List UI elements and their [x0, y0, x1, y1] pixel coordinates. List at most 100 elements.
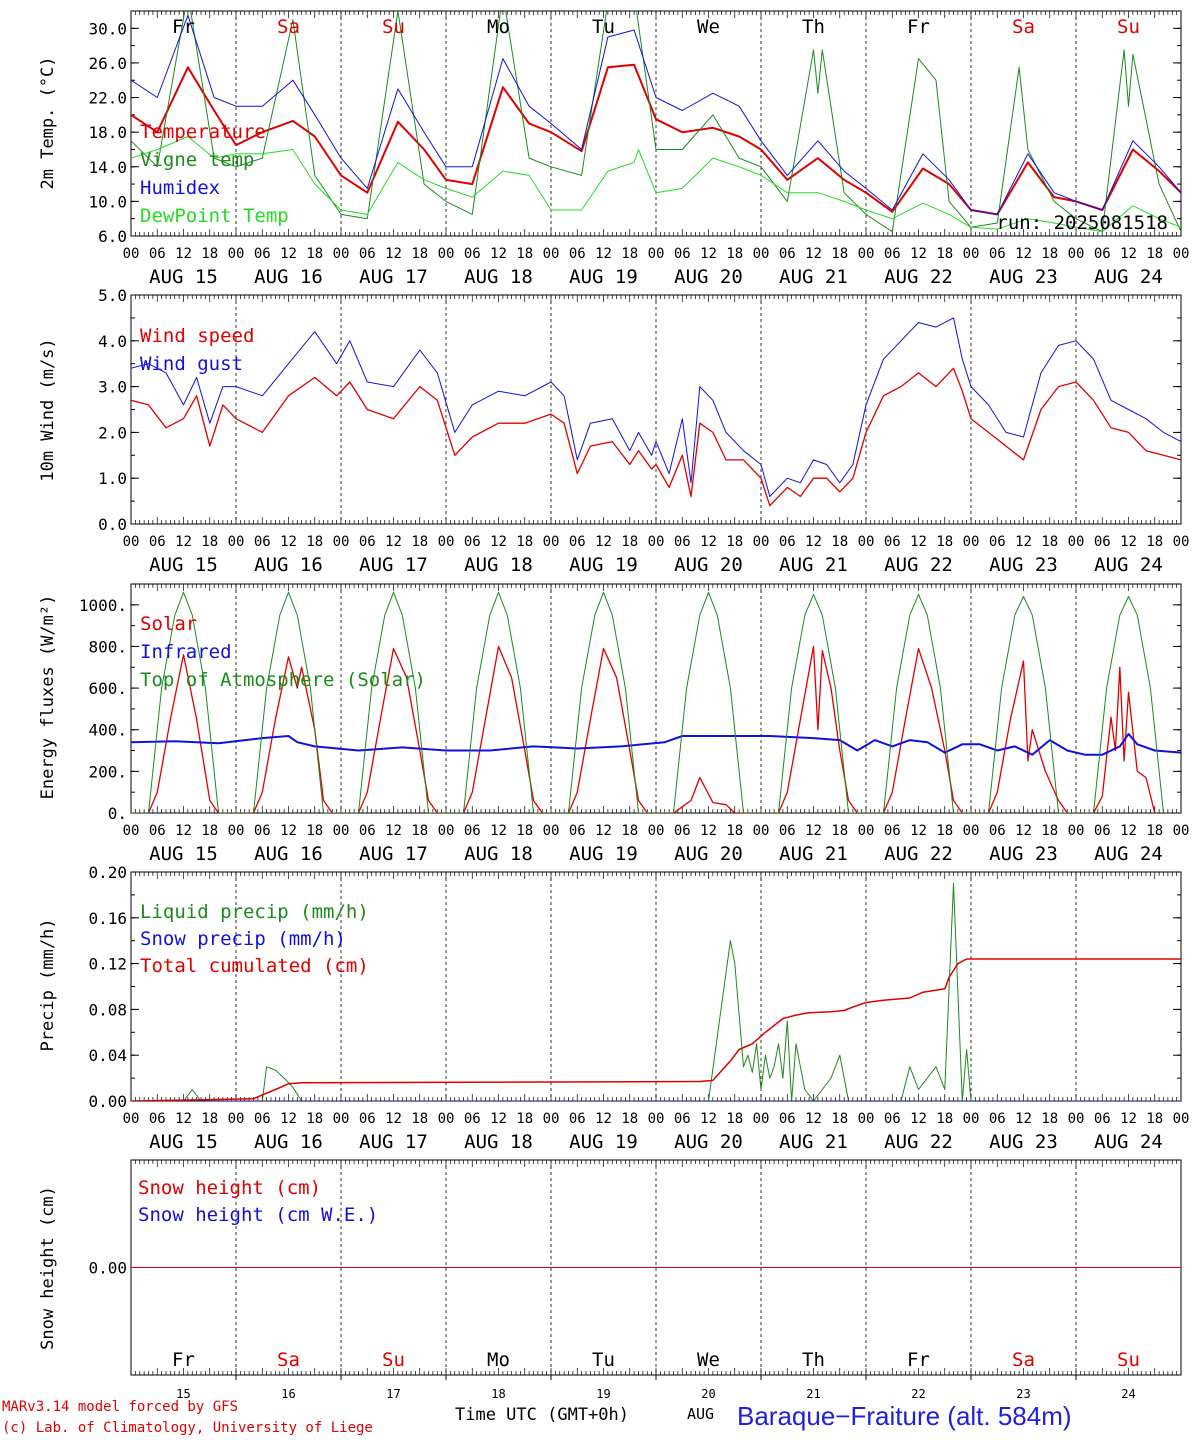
- y-tick-label: 0.0: [98, 515, 127, 534]
- hour-tick-label: 18: [306, 1111, 323, 1127]
- hour-tick-label: 00: [858, 1111, 875, 1127]
- date-label: AUG 22: [884, 266, 953, 288]
- hour-tick-label: 00: [753, 1111, 770, 1127]
- hour-tick-label: 18: [411, 534, 428, 550]
- hour-tick-label: 12: [700, 823, 717, 839]
- y-tick-label: 5.0: [98, 286, 127, 305]
- hour-tick-label: 18: [936, 823, 953, 839]
- credit-model: MARv3.14 model forced by GFS: [2, 1399, 239, 1415]
- weekday-label: Tu: [592, 16, 615, 38]
- series-line: [131, 367, 1181, 507]
- hour-tick-label: 06: [464, 1111, 481, 1127]
- y-tick-label: 1000.: [79, 596, 127, 615]
- date-label: AUG 22: [884, 1131, 953, 1153]
- hour-tick-label: 18: [1041, 1111, 1058, 1127]
- hour-tick-label: 18: [621, 823, 638, 839]
- month-label: AUG: [687, 1405, 715, 1423]
- hour-tick-label: 12: [595, 246, 612, 262]
- series-line: [131, 317, 1181, 497]
- date-label: AUG 24: [1094, 554, 1163, 576]
- y-tick-label: 0.16: [88, 909, 127, 928]
- hour-tick-label: 18: [516, 246, 533, 262]
- series-line: [131, 883, 1181, 1101]
- hour-tick-label: 06: [989, 534, 1006, 550]
- hour-tick-label: 00: [858, 823, 875, 839]
- hour-tick-label: 12: [805, 1111, 822, 1127]
- weekday-label: Mo: [487, 16, 510, 38]
- y-tick-label: 0.20: [88, 863, 127, 882]
- hour-tick-label: 18: [306, 823, 323, 839]
- date-label: AUG 22: [884, 554, 953, 576]
- hour-tick-label: 12: [805, 246, 822, 262]
- hour-tick-label: 00: [858, 534, 875, 550]
- hour-tick-label: 06: [149, 246, 166, 262]
- hour-tick-label: 00: [1173, 823, 1190, 839]
- weekday-label: Th: [802, 1349, 825, 1371]
- date-label: AUG 18: [464, 843, 533, 865]
- hour-tick-label: 00: [228, 823, 245, 839]
- legend-entry: Total cumulated (cm): [140, 955, 369, 977]
- day-number-label: 18: [491, 1387, 505, 1401]
- legend-entry: Wind speed: [140, 325, 254, 347]
- hour-tick-label: 00: [228, 534, 245, 550]
- day-number-label: 20: [701, 1387, 715, 1401]
- y-tick-label: 0.00: [88, 1092, 127, 1111]
- hour-tick-label: 12: [910, 534, 927, 550]
- hour-tick-label: 00: [858, 246, 875, 262]
- hour-tick-label: 00: [543, 246, 560, 262]
- hour-tick-label: 06: [989, 246, 1006, 262]
- weekday-label: We: [697, 1349, 720, 1371]
- day-number-label: 15: [176, 1387, 190, 1401]
- hour-tick-label: 12: [1120, 823, 1137, 839]
- legend-entry: Snow precip (mm/h): [140, 928, 346, 950]
- hour-tick-label: 06: [254, 534, 271, 550]
- hour-tick-label: 00: [438, 246, 455, 262]
- date-label: AUG 20: [674, 1131, 743, 1153]
- series-line: [131, 14, 1181, 215]
- date-label: AUG 20: [674, 843, 743, 865]
- hour-tick-label: 00: [753, 246, 770, 262]
- weekday-label: Tu: [592, 1349, 615, 1371]
- hour-tick-label: 06: [1094, 823, 1111, 839]
- y-tick-label: 1.0: [98, 469, 127, 488]
- hour-tick-label: 18: [1146, 246, 1163, 262]
- date-label: AUG 20: [674, 554, 743, 576]
- hour-tick-label: 06: [779, 534, 796, 550]
- y-tick-label: 2.0: [98, 423, 127, 442]
- hour-tick-label: 12: [910, 823, 927, 839]
- y-axis-label: Snow height (cm): [38, 1186, 58, 1350]
- day-number-label: 21: [806, 1387, 820, 1401]
- hour-tick-label: 06: [779, 1111, 796, 1127]
- series-line: [131, 591, 1164, 813]
- weekday-label: We: [697, 16, 720, 38]
- hour-tick-label: 06: [464, 534, 481, 550]
- hour-tick-label: 06: [884, 534, 901, 550]
- y-axis-label: Precip (mm/h): [38, 918, 58, 1051]
- hour-tick-label: 12: [700, 1111, 717, 1127]
- weekday-label: Su: [382, 16, 405, 38]
- y-tick-label: 14.0: [88, 158, 127, 177]
- weekday-label: Su: [382, 1349, 405, 1371]
- hour-tick-label: 18: [1146, 1111, 1163, 1127]
- hour-tick-label: 12: [385, 823, 402, 839]
- hour-tick-label: 18: [726, 534, 743, 550]
- hour-tick-label: 18: [831, 1111, 848, 1127]
- hour-tick-label: 12: [385, 1111, 402, 1127]
- legend-entry: DewPoint Temp: [140, 205, 289, 227]
- y-axis-label: Energy fluxes (W/m²): [38, 595, 58, 800]
- hour-tick-label: 06: [779, 246, 796, 262]
- day-number-label: 16: [281, 1387, 295, 1401]
- hour-tick-label: 00: [123, 246, 140, 262]
- legend-entry: Liquid precip (mm/h): [140, 901, 369, 923]
- y-tick-label: 0.12: [88, 955, 127, 974]
- date-label: AUG 21: [779, 843, 848, 865]
- hour-tick-label: 00: [333, 534, 350, 550]
- y-tick-label: 800.: [88, 637, 127, 656]
- hour-tick-label: 00: [543, 1111, 560, 1127]
- hour-tick-label: 12: [280, 246, 297, 262]
- legend-entry: Wind gust: [140, 353, 243, 375]
- y-tick-label: 4.0: [98, 332, 127, 351]
- run-label: run: 2025081518: [996, 212, 1168, 234]
- date-label: AUG 16: [254, 266, 323, 288]
- date-label: AUG 18: [464, 266, 533, 288]
